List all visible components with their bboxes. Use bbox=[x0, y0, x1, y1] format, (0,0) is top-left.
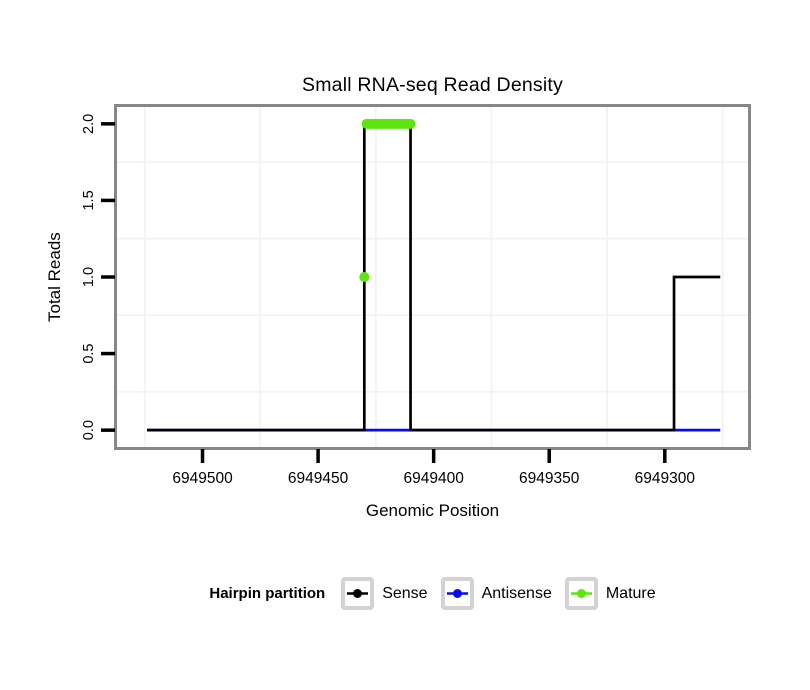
legend: Hairpin partition Sense Antisense Mature bbox=[117, 577, 748, 610]
legend-entry-antisense: Antisense bbox=[440, 577, 552, 610]
legend-key-box-mature bbox=[564, 577, 598, 610]
legend-key-icon-antisense bbox=[446, 589, 468, 598]
x-tick-label: 6949500 bbox=[172, 470, 233, 487]
x-tick-label: 6949450 bbox=[288, 470, 349, 487]
legend-key-icon-mature bbox=[570, 589, 592, 598]
series-sense-line bbox=[147, 122, 721, 432]
chart-title: Small RNA-seq Read Density bbox=[302, 74, 563, 96]
legend-title: Hairpin partition bbox=[209, 585, 326, 602]
legend-key-box-sense bbox=[341, 577, 375, 610]
y-tick-label: 2.0 bbox=[81, 114, 97, 134]
x-tick-label: 6949300 bbox=[635, 470, 696, 487]
legend-entry-label: Sense bbox=[382, 584, 428, 602]
y-tick-label: 0.0 bbox=[81, 420, 97, 440]
x-axis-title: Genomic Position bbox=[365, 501, 500, 520]
y-tick-label: 1.0 bbox=[81, 267, 97, 287]
y-tick-label: 0.5 bbox=[81, 343, 97, 363]
y-tick-label: 1.5 bbox=[81, 190, 97, 210]
panel-border bbox=[114, 104, 751, 450]
legend-entry-sense: Sense bbox=[341, 577, 428, 610]
legend-entry-label: Mature bbox=[605, 584, 656, 602]
legend-entry-mature: Mature bbox=[564, 577, 656, 610]
legend-entry-label: Antisense bbox=[481, 584, 552, 602]
series-mature-point bbox=[405, 118, 416, 129]
x-tick-label: 6949350 bbox=[519, 470, 580, 487]
x-tick-label: 6949400 bbox=[403, 470, 464, 487]
legend-key-icon-sense bbox=[347, 589, 369, 598]
series-mature-point bbox=[359, 272, 370, 282]
legend-key-box-antisense bbox=[440, 577, 474, 610]
y-axis-title: Total Reads bbox=[45, 232, 64, 322]
